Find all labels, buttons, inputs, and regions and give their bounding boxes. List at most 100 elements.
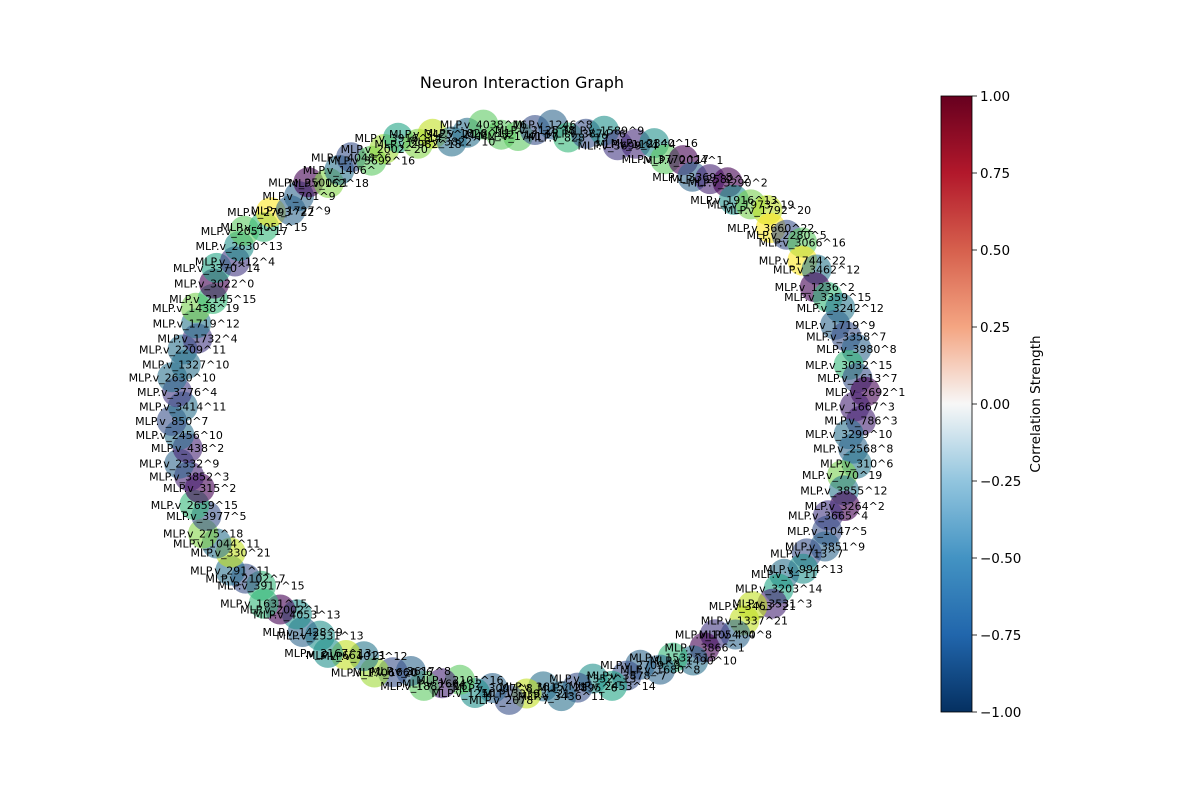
colorbar-ticks: −1.00 −0.75 −0.50 −0.25 0.00 0.25 0.50 0.75 1.00 [972, 89, 1021, 721]
node-label: MLP.v_4048^6 [311, 151, 391, 164]
node-label: MLP.v_2568^8 [813, 443, 893, 456]
colorbar: −1.00 −0.75 −0.50 −0.25 0.00 0.25 0.50 0.75 1.00… [940, 89, 1044, 721]
node-label: MLP.v_1438^19 [152, 302, 239, 315]
node-label: MLP.v_2659^15 [151, 499, 238, 512]
node-label: MLP.v_1054^4 [675, 628, 755, 641]
node-label: MLP.v_1667^3 [815, 401, 895, 414]
node-label: MLP.v_4053^13 [253, 608, 340, 621]
node-label: MLP.v_275^18 [163, 528, 243, 541]
node-label: MLP.v_3852^3 [149, 470, 229, 483]
node-label: MLP.v_1727^9 [251, 204, 331, 217]
node-label: MLP.v_770^19 [802, 469, 882, 482]
chart-title: Neuron Interaction Graph [420, 73, 624, 92]
node-label: MLP.v_2002^1 [240, 604, 320, 617]
node-label: MLP.v_3776^4 [137, 386, 217, 399]
node-label: MLP.v_1828^11 [424, 127, 511, 140]
node-label: MLP.v_828^19 [528, 132, 608, 145]
node-label: MLP.v_3615^11 [500, 680, 587, 693]
node-label: MLP.v_1532^15 [629, 652, 716, 665]
node-label: MLP.v_1613^7 [817, 372, 897, 385]
node-label: MLP.v_1744^22 [759, 255, 846, 268]
node-label: MLP.v_3264^2 [805, 500, 885, 513]
node-label: MLP.v_3022^0 [174, 278, 254, 291]
node-labels-layer: MLP.v_1741^7MLP.v_2125^8MLP.v_1246^8MLP.… [129, 119, 906, 707]
node-label: MLP.v_1680^8 [620, 664, 700, 677]
node-label: MLP.v_1973^19 [707, 198, 794, 211]
node-label: MLP.v_2051^17 [201, 225, 288, 238]
node-label: MLP.v_310^6 [820, 458, 893, 471]
node-label: MLP.v_315^2 [163, 482, 236, 495]
node-label: MLP.v_3414^11 [139, 401, 226, 414]
node-label: MLP.v_2982^18 [374, 138, 461, 151]
node-circle [486, 119, 517, 150]
node-label: MLP.v_400^8 [699, 629, 772, 642]
node-label: MLP.v_3299^10 [805, 428, 892, 441]
node-label: MLP.v_3617^8 [371, 665, 451, 678]
node-label: MLP.v_3463^21 [709, 600, 796, 613]
colorbar-tick-label: −0.75 [980, 628, 1021, 644]
colorbar-tick-label: 0.25 [980, 320, 1010, 336]
node-label: MLP.v_3822^10 [408, 136, 495, 149]
node-label: MLP.v_3874^6 [546, 128, 626, 141]
node-label: MLP.v_2002^20 [341, 143, 428, 156]
node-label: MLP.v_1719^12 [153, 317, 240, 330]
node-label: MLP.v_1236^2 [775, 281, 855, 294]
node-label: MLP.v_2145^15 [169, 293, 256, 306]
node-label: MLP.v_3977^5 [166, 510, 246, 523]
node-label: MLP.v_1406^ [303, 164, 376, 177]
node-label: MLP.v_2582^2 [670, 173, 750, 186]
node-label: MLP.v_3878^7 [586, 670, 666, 683]
node-label: MLP.v_291^11 [190, 565, 270, 578]
node-label: MLP.v_1352^13 [549, 673, 636, 686]
colorbar-tick-label: 0.50 [980, 243, 1010, 259]
node-label: MLP.v_3436^11 [518, 690, 605, 703]
node-label: MLP.v_1246^8 [512, 119, 592, 132]
node-label: MLP.v_2332^9 [139, 458, 219, 471]
node-label: MLP.v_3393^21 [483, 688, 570, 701]
node-label: MLP.v_701^9 [262, 190, 335, 203]
node-label: MLP.v_1604^2 [402, 677, 482, 690]
node-label: MLP.v_2692^1 [825, 386, 905, 399]
node-label: MLP.v_3692^16 [328, 155, 415, 168]
node-label: MLP.v_2024^1 [643, 154, 723, 167]
colorbar-tick-label: 0.75 [980, 166, 1010, 182]
node-label: MLP.v_3066^16 [758, 237, 845, 250]
node-label: MLP.v_3007^8 [452, 682, 532, 695]
node-label: MLP.v_1741^7 [478, 130, 558, 143]
node-label: MLP.v_2125^8 [495, 124, 575, 137]
node-label: MLP.v_1589^9 [564, 125, 644, 138]
node-label: MLP.v_3699^4 [577, 139, 657, 152]
colorbar-tick-label: −0.25 [980, 474, 1021, 490]
node-label: MLP.v_52^17 [465, 129, 538, 142]
node-label: MLP.v_162^18 [289, 177, 369, 190]
node-label: MLP.v_1327^10 [142, 359, 229, 372]
node-label: MLP.v_850^7 [135, 415, 208, 428]
node-label: MLP.v_3462^12 [773, 264, 860, 277]
colorbar-gradient [940, 95, 973, 713]
node-label: MLP.v_2101^16 [416, 674, 503, 687]
node-label: MLP.v_3032^15 [805, 359, 892, 372]
node-label: MLP.v_2340^16 [611, 137, 698, 150]
node-label: MLP.v_1792^20 [724, 204, 811, 217]
node-label: MLP.v_2167^13 [284, 647, 371, 660]
node-label: MLP.v_330^21 [190, 547, 270, 560]
node-label: MLP.v_4051^15 [220, 221, 307, 234]
node-label: MLP.v_3359^15 [784, 291, 871, 304]
node-label: MLP.v_2102^7 [205, 573, 285, 586]
node-label: MLP.v_3^11 [751, 568, 817, 581]
node-label: MLP.v_2630^13 [195, 240, 282, 253]
node-label: MLP.v_3290^2 [687, 176, 767, 189]
colorbar-tick-label: 1.00 [980, 89, 1010, 105]
colorbar-label: Correlation Strength [1028, 335, 1044, 472]
node-label: MLP.v_1047^5 [787, 525, 867, 538]
node-label: MLP.v_3358^7 [806, 330, 886, 343]
node-label: MLP.v_4013^12 [320, 650, 407, 663]
node-label: MLP.v_2709^9 [600, 659, 680, 672]
node-label: MLP.v_2895^6 [537, 682, 617, 695]
node-label: MLP.v_2209^11 [139, 344, 226, 357]
colorbar-tick-label: −0.50 [980, 551, 1021, 567]
node-label: MLP.v_3917^15 [217, 580, 304, 593]
node-label: MLP.v_1882^16 [380, 680, 467, 693]
node-label: MLP.v_2280^5 [746, 229, 826, 242]
